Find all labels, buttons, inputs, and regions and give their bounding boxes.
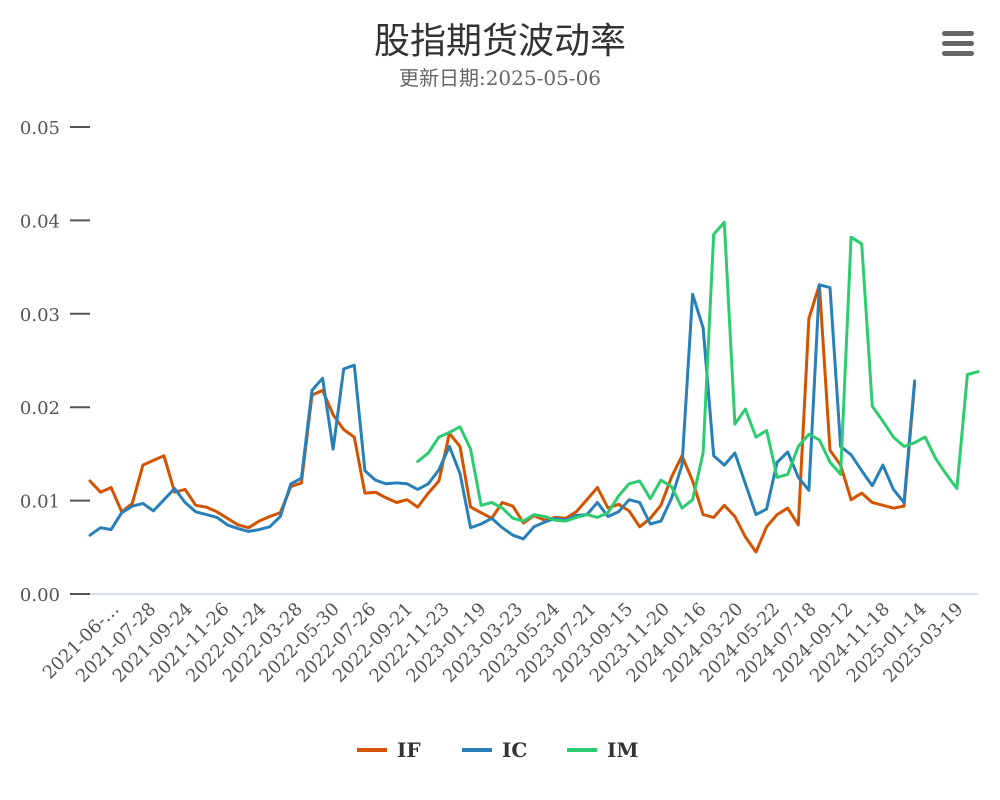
- x-tick-label: 2024-03-20: [659, 599, 747, 687]
- x-tick-label: 2024-01-16: [622, 599, 710, 687]
- x-tick-label: 2024-07-18: [733, 599, 821, 687]
- series-layer: [88, 220, 980, 554]
- series-line-ic[interactable]: [88, 283, 917, 541]
- x-tick-label: 2023-07-21: [512, 599, 600, 687]
- x-tick-label: 2024-11-18: [806, 599, 894, 687]
- legend-label-ic[interactable]: IC: [502, 738, 527, 762]
- x-tick-label: 2025-01-14: [843, 599, 931, 687]
- y-axis: 0.00 0.01 0.02 0.03 0.04 0.05: [20, 118, 90, 606]
- y-tick-label: 0.02: [20, 398, 60, 419]
- y-tick-label: 0.00: [20, 585, 60, 606]
- series-line-im[interactable]: [416, 220, 980, 523]
- legend-label-im[interactable]: IM: [607, 738, 639, 762]
- chart-subtitle: 更新日期:2025-05-06: [398, 66, 602, 90]
- x-tick-label: 2022-07-26: [292, 599, 380, 687]
- y-tick-label: 0.04: [20, 211, 60, 232]
- legend: IF IC IM: [357, 738, 639, 762]
- x-tick-label: 2023-01-19: [402, 599, 490, 687]
- x-tick-label: 2022-01-24: [182, 599, 270, 687]
- x-tick-label: 2024-09-12: [769, 599, 857, 687]
- series-line-if[interactable]: [88, 283, 917, 554]
- x-tick-label: 2021-09-24: [109, 599, 197, 687]
- y-tick-label: 0.03: [20, 305, 60, 326]
- x-tick-label: 2021-07-28: [72, 599, 160, 687]
- x-tick-label: 2022-09-21: [329, 599, 417, 687]
- legend-label-if[interactable]: IF: [397, 738, 421, 762]
- x-tick-label: 2021-11-26: [145, 599, 233, 687]
- y-tick-label: 0.01: [20, 492, 60, 513]
- x-tick-label: 2022-11-23: [366, 599, 454, 687]
- x-tick-label: 2021-06-…: [39, 599, 124, 684]
- x-tick-label: 2022-03-28: [219, 599, 307, 687]
- x-tick-label: 2023-11-20: [586, 599, 674, 687]
- x-tick-label: 2025-03-19: [879, 599, 967, 687]
- x-tick-label: 2023-05-24: [476, 599, 564, 687]
- x-tick-label: 2022-05-30: [255, 599, 343, 687]
- hamburger-menu-icon[interactable]: [938, 28, 978, 60]
- y-tick-label: 0.05: [20, 118, 60, 139]
- x-tick-label: 2024-05-22: [696, 599, 784, 687]
- chart-title: 股指期货波动率: [373, 21, 626, 62]
- x-tick-label: 2023-03-23: [439, 599, 527, 687]
- x-tick-label: 2023-09-15: [549, 599, 637, 687]
- x-axis: 2021-06-…2021-07-282021-09-242021-11-262…: [39, 593, 978, 687]
